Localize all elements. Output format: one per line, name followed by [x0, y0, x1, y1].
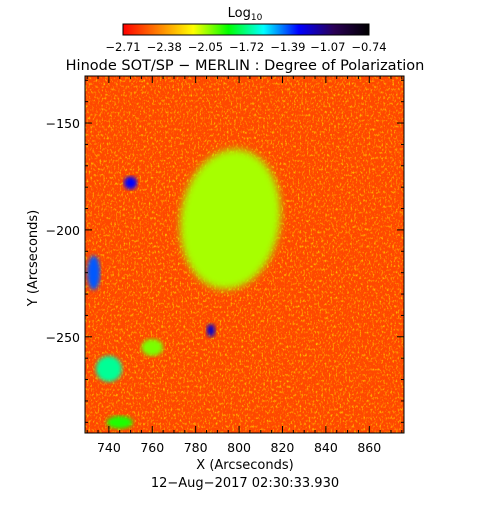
colorbar-tick-label: −2.05	[188, 40, 223, 54]
plage-feature	[87, 255, 101, 290]
features	[87, 149, 281, 429]
y-tick-label: −250	[46, 330, 80, 345]
chart-title: Hinode SOT/SP − MERLIN : Degree of Polar…	[66, 58, 425, 74]
x-tick-label: 820	[271, 440, 295, 455]
y-tick-label: −150	[46, 116, 80, 131]
plage-feature	[206, 323, 216, 337]
colorbar-tick-label: −2.71	[105, 40, 140, 54]
y-axis: −250 −200 −150	[46, 79, 404, 423]
plage-feature	[95, 356, 122, 382]
plot-area	[85, 76, 404, 433]
x-axis: 740 760 780 800 820 840 860	[86, 76, 403, 455]
colorbar-tick-label: −1.72	[229, 40, 264, 54]
x-tick-label: 860	[357, 440, 381, 455]
plot-frame	[84, 75, 405, 434]
plage-feature	[124, 176, 138, 190]
x-tick-label: 740	[97, 440, 121, 455]
x-tick-label: 780	[184, 440, 208, 455]
colorbar-label: Log10	[228, 6, 263, 23]
x-tick-label: 760	[140, 440, 164, 455]
y-axis-label: Y (Arcseconds)	[26, 210, 41, 307]
colorbar-gradient	[122, 23, 370, 36]
colorbar-tick-label: −2.38	[147, 40, 182, 54]
plage-feature	[141, 338, 164, 357]
colorbar-ticks: −2.71 −2.38 −2.05 −1.72 −1.39 −1.07 −0.74	[105, 40, 386, 54]
colorbar-tick-label: −0.74	[351, 40, 386, 54]
y-tick-label: −200	[46, 223, 80, 238]
colorbar-tick-label: −1.07	[310, 40, 345, 54]
timestamp: 12−Aug−2017 02:30:33.930	[151, 476, 339, 491]
halo-feature	[180, 149, 281, 290]
x-axis-label: X (Arcseconds)	[196, 458, 293, 473]
colorbar: Log10 −2.71 −2.38 −2.05 −1.72 −1.39 −1.07 −0.7…	[105, 6, 386, 54]
colorbar-tick-label: −1.39	[270, 40, 305, 54]
plage-feature	[106, 415, 133, 429]
x-tick-label: 840	[314, 440, 338, 455]
x-tick-label: 800	[227, 440, 251, 455]
